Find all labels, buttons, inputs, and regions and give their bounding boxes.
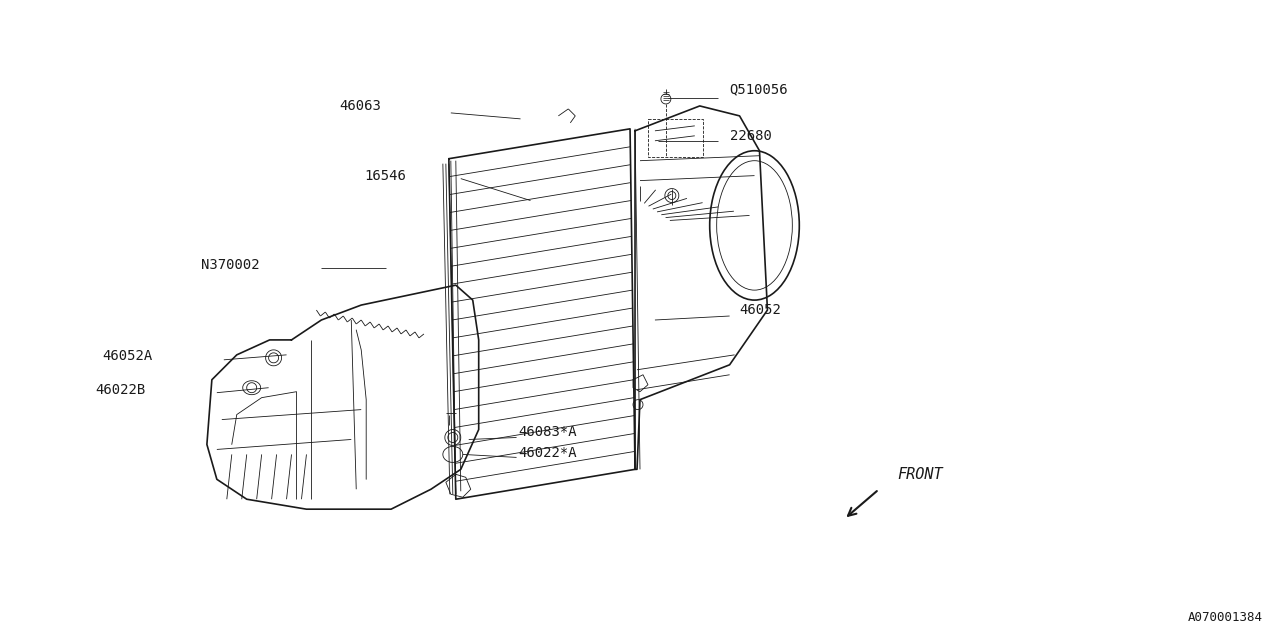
Text: 46022B: 46022B [95,383,145,397]
Text: 46022*A: 46022*A [518,447,577,460]
Text: 46052: 46052 [740,303,782,317]
Text: 46083*A: 46083*A [518,424,577,438]
Text: 46052A: 46052A [102,349,152,363]
Text: FRONT: FRONT [897,467,942,483]
Text: N370002: N370002 [201,258,260,272]
Text: A070001384: A070001384 [1188,611,1262,623]
Bar [648,119,703,157]
Text: 16546: 16546 [364,168,406,182]
Text: Q510056: Q510056 [730,82,788,96]
Text: 22680: 22680 [730,129,772,143]
Text: 46063: 46063 [339,99,381,113]
